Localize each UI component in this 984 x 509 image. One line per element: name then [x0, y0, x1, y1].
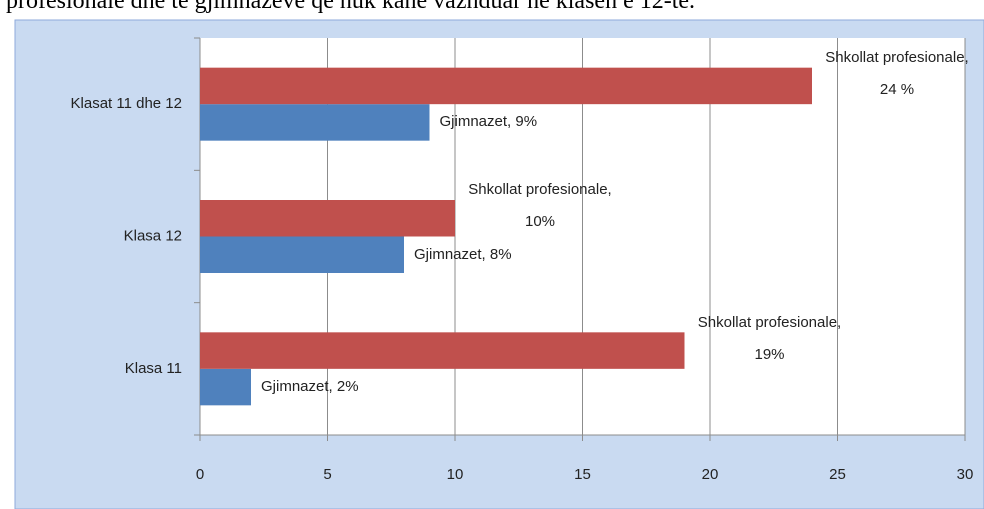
data-label: Shkollat profesionale, 10% — [468, 181, 612, 231]
data-label: Gjimnazet, 9% — [439, 113, 538, 131]
data-label: Shkollat profesionale, 24 % — [825, 48, 969, 98]
y-tick-label: Klasa 12 — [124, 227, 182, 244]
x-tick-label: 30 — [957, 466, 974, 483]
x-tick-label: 25 — [829, 466, 846, 483]
x-tick-label: 5 — [323, 466, 331, 483]
caption: profesionale dhe te gjimnazeve qe nuk ka… — [6, 0, 696, 14]
y-tick-label: Klasa 11 — [125, 360, 182, 377]
bar — [200, 67, 812, 105]
bar — [200, 236, 404, 273]
x-tick-label: 0 — [196, 466, 204, 483]
data-label: Shkollat profesionale, 19% — [697, 313, 842, 363]
x-tick-label: 10 — [447, 466, 464, 483]
bar — [200, 368, 251, 406]
bar — [200, 104, 430, 141]
y-tick-label: Klasat 11 dhe 12 — [71, 95, 182, 112]
data-label: Gjimnazet, 2% — [261, 378, 359, 396]
x-tick-label: 15 — [574, 466, 591, 483]
bar — [200, 332, 685, 369]
data-label: Gjimnazet, 8% — [414, 245, 512, 263]
bar — [200, 200, 455, 237]
x-tick-label: 20 — [702, 466, 719, 483]
